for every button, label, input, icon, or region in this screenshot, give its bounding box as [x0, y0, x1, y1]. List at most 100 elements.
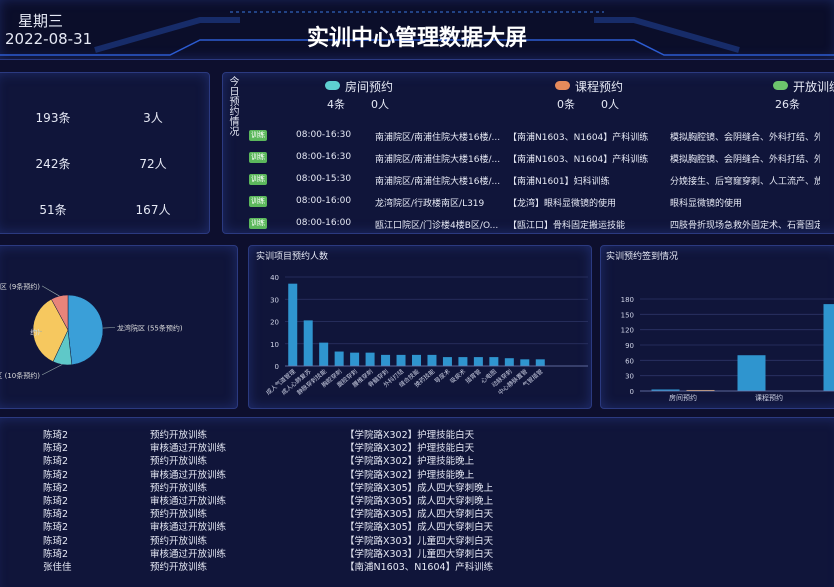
log-cell: 【学院路X302】护理技能白天: [345, 430, 475, 441]
log-cell: 审核通过开放训练: [150, 548, 227, 560]
date: 2022-08-31: [5, 30, 93, 48]
legend-dot: [773, 81, 788, 90]
bar: [288, 283, 298, 366]
bar: [489, 357, 499, 366]
bar: [473, 357, 483, 366]
log-cell: 陈琦2: [43, 469, 69, 481]
row-cell: 分娩接生、后穹窿穿刺、人工流产、放环取: [670, 177, 820, 187]
x-tick-label: 插胃管: [464, 367, 483, 385]
y-tick-label: 120: [621, 327, 634, 335]
y-tick-label: 0: [630, 388, 634, 396]
log-cell: 【学院路X305】成人四大穿刺白天: [345, 509, 494, 521]
row-cell: 08:00-16:30: [296, 152, 352, 162]
x-tick-label: 吸痰术: [448, 367, 467, 385]
pie-label: 约): [30, 327, 40, 336]
legend-name: 房间预约: [345, 80, 394, 94]
chart-title: 实训预约签到情况: [606, 250, 678, 262]
log-cell: 陈琦2: [43, 443, 69, 455]
row-tag: 训练: [249, 174, 267, 185]
pie-label: 区 (10条预约): [0, 371, 40, 380]
y-tick-label: 20: [270, 319, 279, 327]
summary-value: 167人: [135, 203, 171, 217]
legend-count: 26条: [775, 98, 800, 111]
legend-count: 0条: [557, 98, 575, 111]
y-tick-label: 90: [625, 342, 634, 350]
row-tag: 训练: [249, 130, 267, 141]
today-panel: [222, 72, 834, 234]
sign-panel: [600, 245, 834, 409]
row-cell: 瓯江口院区/门诊楼4楼B区/O...: [375, 221, 499, 231]
header-decoration: [0, 11, 834, 56]
row-tag: 训练: [249, 196, 267, 207]
log-cell: 预约开放训练: [150, 562, 208, 573]
page-title: 实训中心管理数据大屏: [306, 26, 527, 51]
bar: [458, 357, 468, 366]
legend-name: 课程预约: [575, 80, 624, 94]
row-cell: 【南浦N1601】妇科训练: [508, 177, 610, 187]
log-cell: 审核通过开放训练: [150, 469, 227, 481]
log-cell: 陈琦2: [43, 482, 69, 494]
log-cell: 陈琦2: [43, 522, 69, 534]
log-cell: 【学院路X303】儿童四大穿刺白天: [345, 548, 494, 560]
row-tag: 训练: [249, 218, 267, 229]
bar: [504, 358, 514, 366]
row-cell: 模拟胸腔镜、会阴缝合、外科打结、外科锻: [670, 133, 820, 143]
log-cell: 【学院路X305】成人四大穿刺晚上: [345, 482, 494, 494]
legend-count: 4条: [327, 98, 345, 111]
row-cell: 南浦院区/南浦住院大楼16楼/...: [375, 155, 501, 165]
log-cell: 【学院路X305】成人四大穿刺晚上: [345, 496, 494, 507]
bar: [319, 342, 329, 366]
header-bar: [0, 0, 834, 60]
log-cell: 陈琦2: [43, 535, 69, 547]
row-cell: 南浦院区/南浦住院大楼16楼/...: [375, 177, 501, 187]
bar: [520, 359, 530, 366]
legend-name: 开放训练: [793, 80, 834, 94]
bar: [427, 354, 437, 366]
bar: [823, 304, 834, 391]
log-cell: 【学院路X303】儿童四大穿刺白天: [345, 535, 494, 547]
chart-title: 实训项目预约人数: [256, 250, 328, 262]
row-tag: 训练: [249, 152, 267, 163]
leader-line: [41, 285, 60, 297]
log-cell: 张佳佳: [43, 562, 72, 573]
legend-dot: [555, 81, 570, 90]
weekday: 星期三: [18, 12, 64, 30]
log-cell: 预约开放训练: [150, 535, 208, 547]
bar: [737, 355, 766, 391]
bar: [651, 389, 680, 391]
row-cell: 【瓯江口】骨科固定搬运技能: [508, 221, 626, 231]
bar: [365, 352, 375, 366]
x-tick-label: 房间预约: [669, 393, 697, 402]
pie-slice: [67, 294, 104, 366]
row-cell: 08:00-15:30: [296, 174, 352, 184]
y-tick-label: 30: [625, 373, 634, 381]
log-panel: [0, 417, 834, 587]
log-cell: 审核通过开放训练: [150, 443, 227, 455]
bar: [381, 354, 391, 366]
y-tick-label: 30: [270, 296, 279, 304]
row-cell: 【龙湾】眼科显微镜的使用: [508, 199, 617, 209]
row-cell: 模拟胸腔镜、会阴缝合、外科打结、外科锻: [670, 155, 820, 165]
legend-people: 0人: [371, 98, 389, 111]
bar: [535, 359, 545, 366]
log-cell: 陈琦2: [43, 496, 69, 507]
leader-line: [41, 364, 63, 376]
legend-people: 0人: [601, 98, 619, 111]
summary-value: 72人: [139, 157, 167, 171]
pie-label: 区 (9条预约): [0, 282, 40, 291]
row-cell: 南浦院区/南浦住院大楼16楼/...: [375, 133, 501, 143]
row-cell: 龙湾院区/行政楼南区/L319: [375, 199, 485, 209]
summary-value: 3人: [143, 111, 163, 125]
bar: [396, 354, 406, 366]
legend-dot: [325, 81, 340, 90]
pie-label: 龙湾院区 (55条预约): [117, 323, 183, 332]
bar: [303, 320, 313, 366]
summary-value: 242条: [35, 157, 71, 171]
log-cell: 陈琦2: [43, 548, 69, 560]
y-tick-label: 0: [275, 363, 279, 371]
bar: [350, 352, 360, 366]
log-cell: 审核通过开放训练: [150, 522, 227, 534]
row-cell: 【南浦N1603、N1604】产科训练: [508, 155, 649, 165]
